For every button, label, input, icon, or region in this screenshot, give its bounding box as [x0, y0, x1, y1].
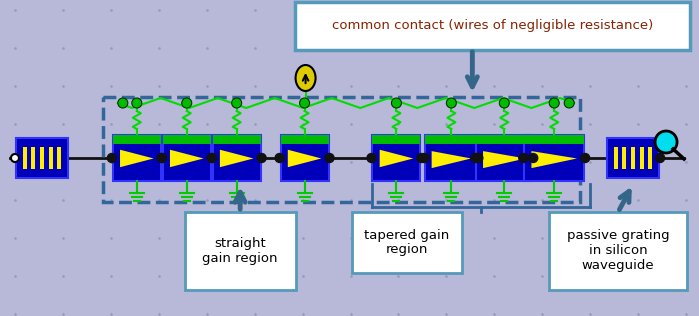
Polygon shape [220, 150, 254, 167]
Bar [631, 147, 635, 169]
FancyBboxPatch shape [113, 135, 161, 181]
FancyBboxPatch shape [185, 212, 296, 290]
Circle shape [447, 98, 456, 108]
Circle shape [207, 154, 216, 162]
Circle shape [108, 154, 116, 162]
FancyBboxPatch shape [476, 135, 532, 181]
Circle shape [275, 154, 284, 162]
Circle shape [300, 98, 310, 108]
Ellipse shape [296, 65, 315, 91]
Circle shape [417, 154, 426, 162]
FancyBboxPatch shape [549, 212, 687, 290]
Text: tapered gain
region: tapered gain region [364, 228, 449, 257]
Circle shape [474, 154, 483, 162]
Bar [40, 147, 44, 169]
Bar [524, 135, 584, 144]
Polygon shape [483, 151, 526, 168]
Bar [640, 147, 644, 169]
Circle shape [207, 154, 216, 162]
Circle shape [157, 154, 166, 162]
Polygon shape [380, 150, 413, 167]
Bar [212, 135, 261, 144]
Circle shape [499, 98, 510, 108]
FancyBboxPatch shape [163, 135, 210, 181]
Bar [22, 147, 27, 169]
FancyBboxPatch shape [16, 138, 68, 178]
Circle shape [420, 154, 429, 162]
Circle shape [11, 154, 19, 162]
Bar [614, 147, 618, 169]
Polygon shape [432, 151, 471, 168]
FancyBboxPatch shape [352, 212, 462, 273]
Circle shape [549, 98, 559, 108]
Text: common contact (wires of negligible resistance): common contact (wires of negligible resi… [332, 20, 653, 33]
Circle shape [118, 98, 128, 108]
Circle shape [157, 154, 166, 162]
Bar [373, 135, 420, 144]
FancyBboxPatch shape [280, 135, 329, 181]
FancyBboxPatch shape [373, 135, 420, 181]
FancyBboxPatch shape [212, 135, 261, 181]
Circle shape [528, 154, 538, 162]
Circle shape [231, 98, 242, 108]
Circle shape [519, 154, 528, 162]
Bar [649, 147, 652, 169]
Text: straight
gain region: straight gain region [203, 237, 278, 265]
Bar [49, 147, 52, 169]
Bar [280, 135, 329, 144]
Circle shape [471, 154, 480, 162]
Circle shape [325, 154, 334, 162]
Bar [113, 135, 161, 144]
FancyBboxPatch shape [294, 2, 690, 50]
Bar [31, 147, 35, 169]
Text: passive grating
in silicon
waveguide: passive grating in silicon waveguide [567, 229, 670, 272]
Circle shape [367, 154, 376, 162]
Circle shape [564, 98, 574, 108]
FancyBboxPatch shape [607, 138, 659, 178]
Polygon shape [170, 150, 203, 167]
Circle shape [391, 98, 401, 108]
Bar [476, 135, 532, 144]
Bar [57, 147, 62, 169]
Polygon shape [120, 150, 154, 167]
Circle shape [655, 131, 677, 153]
Circle shape [656, 154, 665, 162]
Bar [163, 135, 210, 144]
Circle shape [132, 98, 142, 108]
Circle shape [581, 154, 590, 162]
Bar [426, 135, 477, 144]
FancyBboxPatch shape [426, 135, 477, 181]
FancyBboxPatch shape [524, 135, 584, 181]
Bar [623, 147, 626, 169]
Polygon shape [531, 151, 577, 168]
Polygon shape [288, 150, 322, 167]
Circle shape [182, 98, 192, 108]
Circle shape [257, 154, 266, 162]
